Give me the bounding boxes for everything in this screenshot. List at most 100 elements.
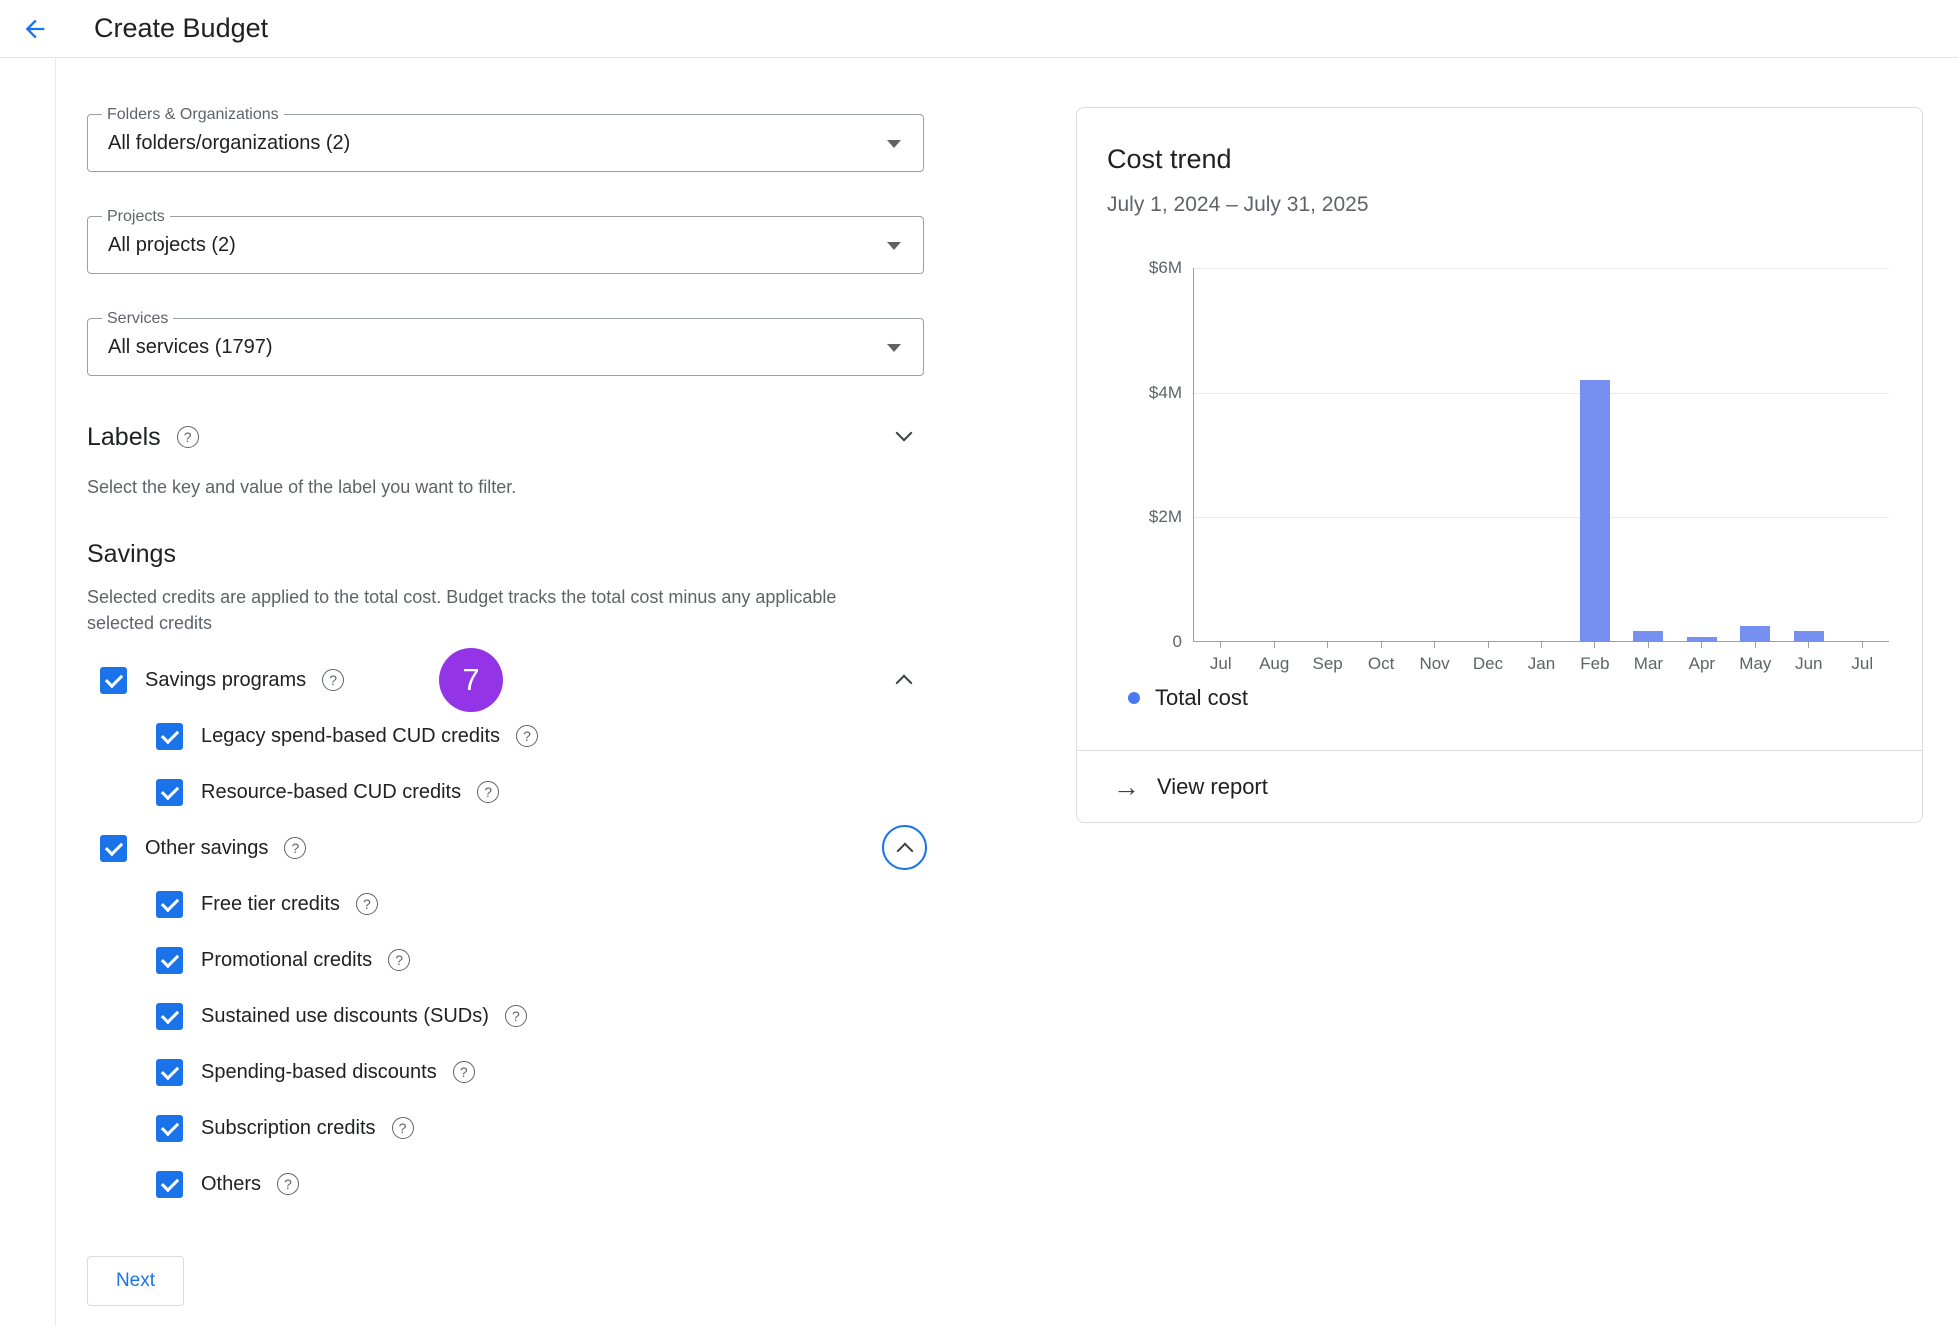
x-axis-tick	[1273, 642, 1275, 648]
x-axis-tick-label: Dec	[1472, 654, 1504, 673]
savings-section-header: Savings	[87, 537, 924, 571]
x-axis-tick	[1487, 642, 1489, 648]
help-icon[interactable]: ?	[504, 1005, 527, 1027]
free-tier-row: Free tier credits ?	[87, 876, 924, 932]
x-axis-tick	[1380, 642, 1382, 648]
chart-legend: Total cost	[1128, 684, 1248, 712]
y-axis-tick-label: $4M	[1148, 382, 1182, 402]
x-axis-tick-label: Jul	[1851, 654, 1874, 673]
x-axis-tick-label: Jul	[1209, 654, 1232, 673]
y-axis-tick-label: $6M	[1148, 258, 1182, 277]
subscription-credits-label: Subscription credits	[201, 1116, 376, 1139]
x-axis-tick	[1594, 642, 1596, 648]
help-icon[interactable]: ?	[452, 1061, 475, 1083]
spending-discounts-label: Spending-based discounts	[201, 1060, 437, 1083]
others-label: Others	[201, 1172, 262, 1195]
gridline	[1194, 517, 1889, 519]
projects-select[interactable]: Projects All projects (2)	[87, 207, 924, 274]
collapse-savings-programs-button[interactable]	[884, 660, 924, 700]
card-divider	[1077, 750, 1922, 751]
x-axis-line	[1194, 641, 1889, 642]
labels-description: Select the key and value of the label yo…	[87, 477, 517, 497]
cost-trend-title: Cost trend	[1107, 144, 1232, 174]
help-icon[interactable]: ?	[284, 837, 307, 859]
projects-value: All projects (2)	[108, 234, 236, 256]
x-axis-tick	[1754, 642, 1756, 648]
folders-organizations-value: All folders/organizations (2)	[108, 132, 351, 154]
help-icon[interactable]: ?	[391, 1117, 414, 1139]
x-axis-tick-label: Aug	[1259, 654, 1290, 673]
chevron-up-icon	[895, 674, 913, 692]
other-savings-row: Other savings ?	[87, 820, 927, 876]
folders-organizations-label: Folders & Organizations	[102, 105, 284, 125]
others-row: Others ?	[87, 1156, 924, 1212]
labels-section-header: Labels ?	[87, 420, 924, 454]
promotional-credits-row: Promotional credits ?	[87, 932, 924, 988]
promotional-credits-label: Promotional credits	[201, 948, 373, 971]
x-axis-tick	[1861, 642, 1863, 648]
x-axis-tick	[1220, 642, 1222, 648]
legend-label: Total cost	[1155, 685, 1248, 710]
checkbox-promotional[interactable]	[156, 946, 183, 974]
x-axis-tick	[1808, 642, 1810, 648]
free-tier-label: Free tier credits	[201, 892, 340, 915]
subscription-credits-row: Subscription credits ?	[87, 1100, 924, 1156]
checkbox-suds[interactable]	[156, 1002, 183, 1030]
labels-heading: Labels	[87, 422, 161, 451]
help-icon[interactable]: ?	[516, 725, 539, 747]
checkbox-others[interactable]	[156, 1170, 183, 1198]
cost-trend-card: Cost trend July 1, 2024 – July 31, 2025 …	[1076, 107, 1923, 823]
x-axis-tick-label: Sep	[1312, 654, 1343, 673]
help-icon[interactable]: ?	[176, 426, 199, 448]
checkbox-savings-programs[interactable]	[100, 666, 127, 694]
x-axis-tick	[1647, 642, 1649, 648]
page-header: Create Budget	[0, 0, 1958, 58]
next-button[interactable]: Next	[87, 1256, 184, 1306]
x-axis-tick	[1701, 642, 1703, 648]
savings-description: Selected credits are applied to the tota…	[87, 587, 837, 633]
chart-bar-jun	[1793, 630, 1824, 642]
y-axis-line	[1193, 268, 1194, 642]
suds-label: Sustained use discounts (SUDs)	[201, 1004, 489, 1027]
view-report-link[interactable]: → View report	[1077, 751, 1922, 823]
help-icon[interactable]: ?	[277, 1173, 300, 1195]
folders-organizations-select[interactable]: Folders & Organizations All folders/orga…	[87, 105, 924, 172]
x-axis-tick-label: Apr	[1688, 654, 1716, 673]
help-icon[interactable]: ?	[477, 781, 500, 803]
panel-left-border	[55, 58, 56, 1326]
dropdown-arrow-icon	[887, 344, 901, 352]
checkbox-subscription[interactable]	[156, 1114, 183, 1142]
resource-cud-label: Resource-based CUD credits	[201, 780, 462, 803]
y-axis-tick-label: $2M	[1148, 507, 1182, 527]
dropdown-arrow-icon	[887, 140, 901, 148]
checkbox-resource-cud[interactable]	[156, 778, 183, 806]
budget-scope-form: Folders & Organizations All folders/orga…	[87, 105, 927, 1306]
cost-trend-plot: 0 $2M $4M $6M Jul Aug Sep Oct Nov Dec Jan Feb Mar Apr…	[1149, 258, 1889, 673]
spending-discounts-row: Spending-based discounts ?	[87, 1044, 924, 1100]
services-value: All services (1797)	[108, 336, 273, 358]
labels-expand-button[interactable]	[884, 416, 924, 456]
help-icon[interactable]: ?	[355, 893, 378, 915]
legacy-cud-label: Legacy spend-based CUD credits	[201, 724, 501, 747]
savings-programs-label: Savings programs	[145, 668, 307, 691]
view-report-label: View report	[1157, 774, 1268, 799]
resource-cud-row: Resource-based CUD credits ?	[87, 764, 924, 820]
gridline	[1194, 268, 1889, 269]
services-select[interactable]: Services All services (1797)	[87, 309, 924, 376]
savings-programs-row: Savings programs ? 7	[87, 648, 924, 712]
suds-row: Sustained use discounts (SUDs) ?	[87, 988, 924, 1044]
help-icon[interactable]: ?	[388, 949, 411, 971]
x-axis-tick	[1327, 642, 1329, 648]
chevron-down-icon	[895, 424, 913, 442]
back-button[interactable]	[13, 7, 57, 51]
x-axis-tick-label: Nov	[1419, 654, 1450, 673]
checkbox-other-savings[interactable]	[100, 834, 127, 862]
checkbox-spending-discounts[interactable]	[156, 1058, 183, 1086]
collapse-other-savings-button[interactable]	[882, 825, 927, 870]
x-axis-tick	[1434, 642, 1436, 648]
help-icon[interactable]: ?	[322, 669, 345, 691]
selected-count-badge: 7	[439, 648, 503, 712]
x-axis-tick	[1541, 642, 1542, 648]
checkbox-legacy-spend-cud[interactable]	[156, 722, 183, 750]
checkbox-free-tier[interactable]	[156, 890, 183, 918]
